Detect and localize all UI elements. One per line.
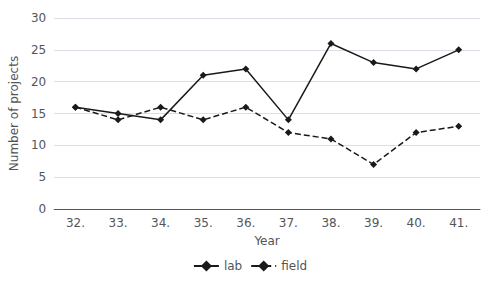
svg-text:lab: lab bbox=[224, 259, 242, 273]
svg-text:30: 30 bbox=[31, 11, 46, 25]
svg-text:39.: 39. bbox=[364, 216, 383, 230]
svg-text:Year: Year bbox=[253, 234, 279, 248]
svg-text:37.: 37. bbox=[279, 216, 298, 230]
svg-text:34.: 34. bbox=[151, 216, 170, 230]
svg-text:field: field bbox=[281, 259, 307, 273]
svg-text:25: 25 bbox=[31, 43, 46, 57]
svg-text:5: 5 bbox=[39, 170, 47, 184]
svg-text:10: 10 bbox=[31, 138, 46, 152]
svg-text:20: 20 bbox=[31, 75, 46, 89]
svg-text:36.: 36. bbox=[236, 216, 255, 230]
svg-text:32.: 32. bbox=[66, 216, 85, 230]
svg-text:33.: 33. bbox=[108, 216, 127, 230]
svg-text:0: 0 bbox=[39, 202, 47, 216]
svg-text:15: 15 bbox=[31, 107, 46, 121]
svg-text:38.: 38. bbox=[321, 216, 340, 230]
svg-text:40.: 40. bbox=[407, 216, 426, 230]
svg-text:35.: 35. bbox=[194, 216, 213, 230]
svg-text:Number of projects: Number of projects bbox=[7, 56, 21, 171]
svg-text:41.: 41. bbox=[449, 216, 468, 230]
